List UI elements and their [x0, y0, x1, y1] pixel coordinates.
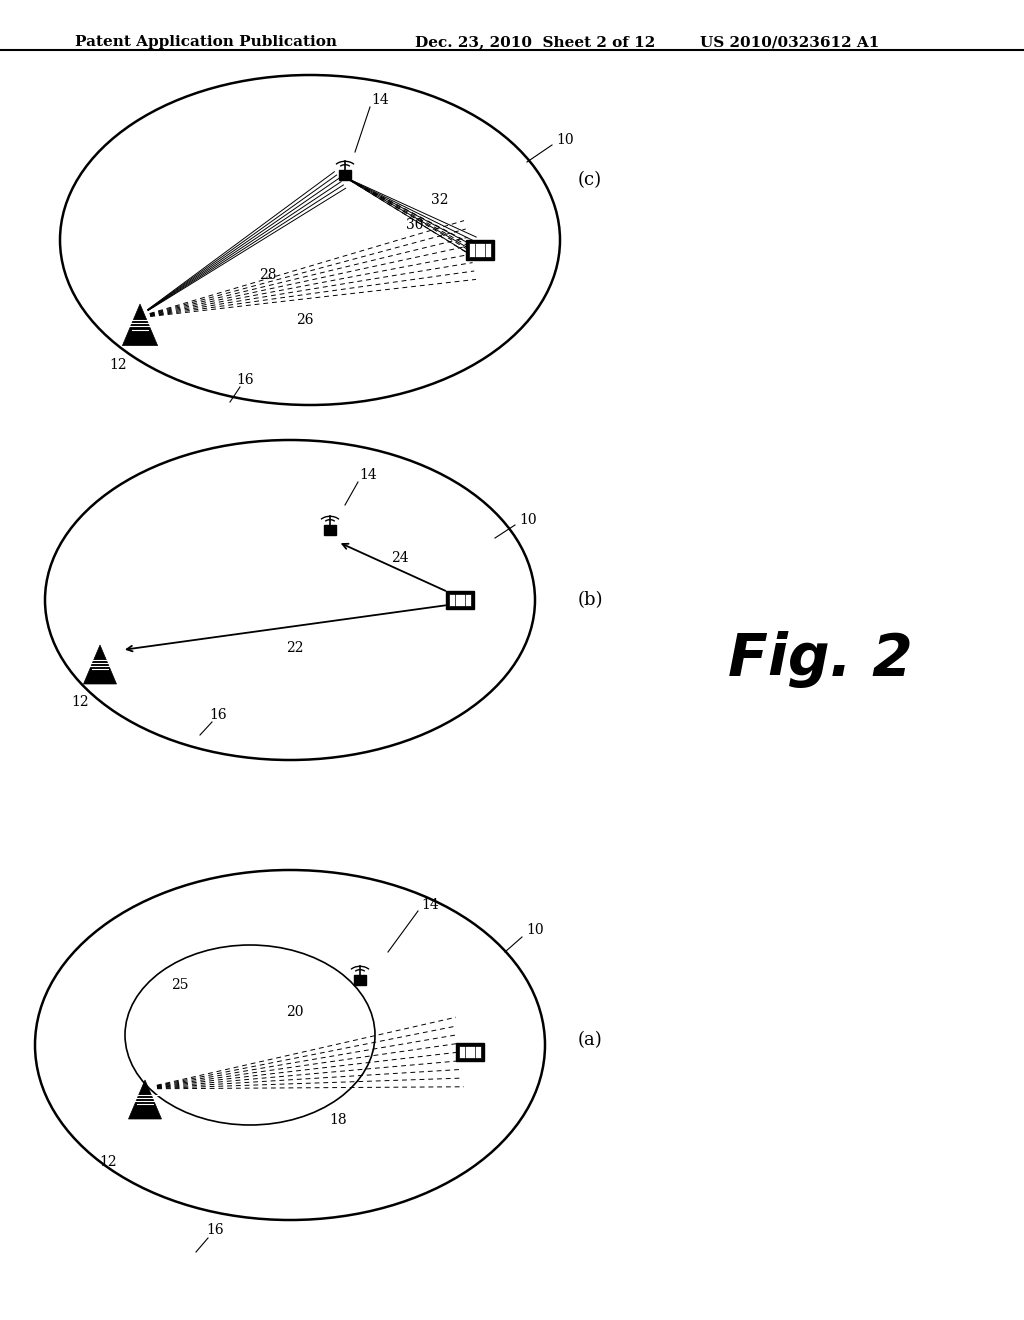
Polygon shape	[92, 652, 109, 672]
Text: 14: 14	[359, 469, 377, 482]
Polygon shape	[88, 648, 113, 678]
Bar	[325, 525, 336, 535]
Text: 14: 14	[371, 92, 389, 107]
Polygon shape	[131, 312, 148, 333]
Text: 18: 18	[329, 1113, 347, 1127]
Text: (c): (c)	[578, 172, 602, 189]
Text: 12: 12	[72, 696, 89, 709]
Bar	[469, 243, 492, 257]
Text: US 2010/0323612 A1: US 2010/0323612 A1	[700, 36, 880, 49]
Polygon shape	[127, 308, 154, 339]
Text: Dec. 23, 2010  Sheet 2 of 12: Dec. 23, 2010 Sheet 2 of 12	[415, 36, 655, 49]
Text: 12: 12	[99, 1155, 117, 1170]
Text: 26: 26	[296, 313, 313, 327]
Text: 28: 28	[259, 268, 276, 282]
Text: 16: 16	[206, 1224, 224, 1237]
Bar	[450, 594, 471, 606]
Text: 10: 10	[526, 923, 544, 937]
Polygon shape	[137, 1088, 154, 1107]
Polygon shape	[133, 1084, 158, 1113]
Text: 25: 25	[171, 978, 188, 993]
Bar	[466, 240, 495, 260]
Text: 24: 24	[391, 550, 409, 565]
Text: 14: 14	[421, 898, 439, 912]
Text: 16: 16	[237, 374, 254, 387]
Text: (b): (b)	[578, 591, 603, 609]
Bar	[354, 975, 366, 985]
Polygon shape	[123, 304, 158, 346]
Text: 10: 10	[519, 513, 537, 527]
Polygon shape	[128, 1080, 162, 1119]
Text: Fig. 2: Fig. 2	[728, 631, 912, 689]
Text: 30: 30	[407, 218, 424, 232]
Bar	[339, 170, 351, 180]
Bar	[457, 1043, 483, 1061]
Bar	[460, 1045, 480, 1059]
Text: 10: 10	[556, 133, 573, 147]
Text: 32: 32	[431, 193, 449, 207]
Text: 20: 20	[287, 1005, 304, 1019]
Bar	[446, 590, 473, 610]
Text: 22: 22	[287, 642, 304, 655]
Polygon shape	[84, 645, 117, 684]
Text: 12: 12	[110, 358, 127, 372]
Text: (a): (a)	[578, 1031, 602, 1049]
Text: Patent Application Publication: Patent Application Publication	[75, 36, 337, 49]
Text: 16: 16	[209, 708, 226, 722]
